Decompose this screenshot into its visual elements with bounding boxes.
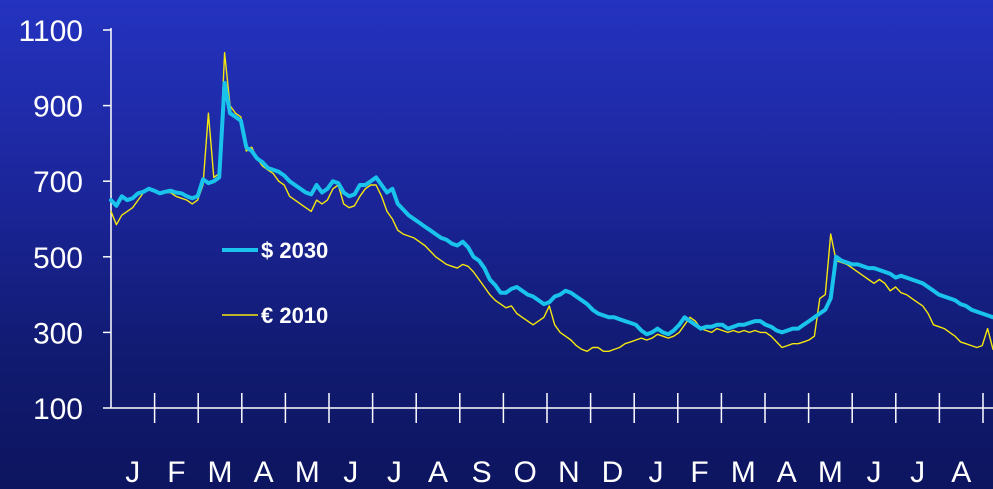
legend: $ 2030 € 2010 xyxy=(222,238,328,328)
y-tick-label: 100 xyxy=(33,393,83,426)
x-tick-label: J xyxy=(125,456,140,489)
x-tick-label: O xyxy=(514,456,537,489)
x-tick-label: M xyxy=(208,456,233,489)
legend-label: € 2010 xyxy=(261,303,328,328)
x-tick-label: N xyxy=(558,456,580,489)
x-tick-label: M xyxy=(818,456,843,489)
x-tick-label: D xyxy=(602,456,624,489)
series-line-0 xyxy=(109,80,993,337)
x-tick-label: J xyxy=(910,456,925,489)
y-tick-label: 300 xyxy=(33,317,83,350)
x-tick-label: F xyxy=(690,456,708,489)
series-line-1 xyxy=(110,52,993,352)
series-layer xyxy=(109,52,993,352)
x-tick-label: J xyxy=(343,456,358,489)
x-axis: JFMAMJJASONDJFMAMJJAS xyxy=(111,393,993,489)
legend-label: $ 2030 xyxy=(261,238,328,263)
x-tick-label: J xyxy=(867,456,882,489)
x-tick-label: J xyxy=(649,456,664,489)
x-tick-label: J xyxy=(387,456,402,489)
x-tick-label: A xyxy=(951,456,971,489)
x-tick-label: A xyxy=(777,456,797,489)
x-tick-label: M xyxy=(295,456,320,489)
y-tick-label: 1100 xyxy=(18,15,83,48)
y-axis: 100 300 500 700 900 1100 xyxy=(18,15,112,426)
y-tick-label: 900 xyxy=(33,91,83,124)
y-tick-label: 500 xyxy=(33,242,83,275)
x-tick-label: A xyxy=(254,456,274,489)
x-tick-label: F xyxy=(167,456,185,489)
x-tick-label: A xyxy=(428,456,448,489)
x-tick-label: S xyxy=(472,456,492,489)
x-tick-label: M xyxy=(731,456,756,489)
y-tick-label: 700 xyxy=(33,166,83,199)
